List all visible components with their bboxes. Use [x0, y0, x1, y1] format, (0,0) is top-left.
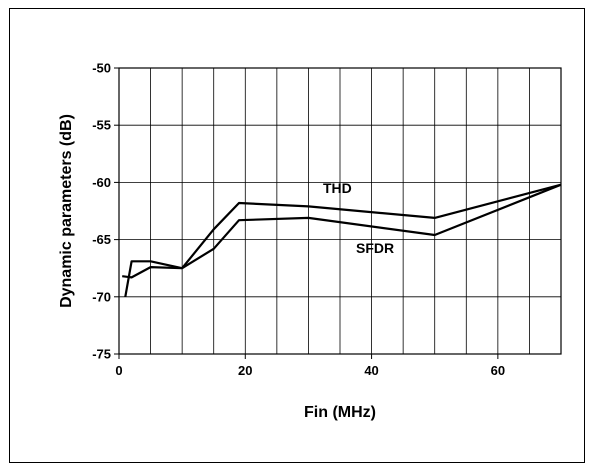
- x-axis-title: Fin (MHz): [304, 404, 376, 421]
- series-lines: [122, 183, 562, 297]
- y-tick-label: -65: [92, 232, 111, 247]
- x-tick-label: 40: [364, 363, 378, 378]
- x-tick-label: 0: [115, 363, 122, 378]
- series-line-thd: [124, 183, 562, 297]
- plot-area-border: [118, 67, 562, 355]
- y-tick-label: -70: [92, 289, 111, 304]
- chart-frame: [9, 8, 585, 463]
- x-tick-label: 20: [238, 363, 252, 378]
- y-tick-label: -60: [92, 175, 111, 190]
- series-line-sfdr: [122, 183, 562, 279]
- y-tick-label: -50: [92, 61, 111, 76]
- y-axis-title: Dynamic parameters (dB): [58, 114, 75, 308]
- x-tick-label: 60: [491, 363, 505, 378]
- x-tick-labels: 0 20 40 60: [115, 354, 505, 378]
- y-tick-label: -55: [92, 118, 111, 133]
- grid-lines: [119, 68, 561, 354]
- y-tick-label: -75: [92, 347, 111, 362]
- series-label-sfdr: SFDR: [356, 240, 394, 256]
- series-label-thd: THD: [323, 180, 352, 196]
- y-tick-labels: -75 -70 -65 -60 -55 -50: [92, 61, 119, 362]
